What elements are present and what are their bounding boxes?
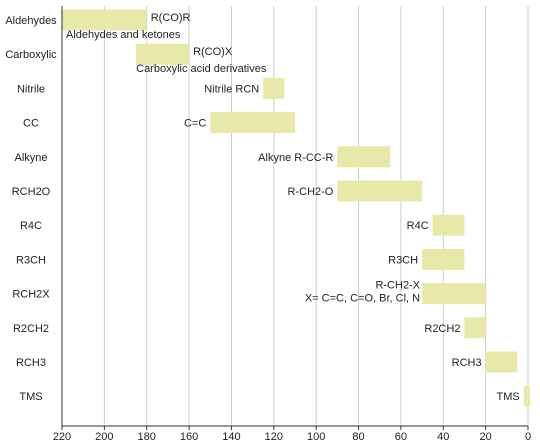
range-bar <box>62 9 147 31</box>
category-label: Aldehydes <box>5 15 57 27</box>
category-label: TMS <box>19 391 42 403</box>
x-tick-label: 80 <box>352 431 364 440</box>
category-labels: Aldehydes Carboxylic Nitrile CC Alkyne RCH2O R… <box>5 15 57 403</box>
x-tick-label: 40 <box>437 431 449 440</box>
x-tick-label: 160 <box>180 431 198 440</box>
range-bar <box>263 77 285 99</box>
bar-label: R3CH <box>388 254 418 266</box>
bar-label: R(CO)R <box>151 12 191 24</box>
category-label: Nitrile <box>17 83 45 95</box>
category-label: Carboxylic <box>5 49 57 61</box>
range-bar <box>210 112 295 134</box>
range-bar <box>485 351 518 373</box>
bar-label: Nitrile RCN <box>204 83 259 95</box>
category-label: RCH2X <box>12 289 50 301</box>
range-bars <box>62 9 531 407</box>
x-tick-label: 140 <box>222 431 240 440</box>
bar-label: R-CH2-X <box>375 280 420 292</box>
range-bar <box>523 385 531 407</box>
bar-label: R4C <box>407 220 429 232</box>
bar-label: R(CO)X <box>193 46 233 58</box>
bar-label: Alkyne R-CC-R <box>258 152 333 164</box>
range-bar <box>464 317 486 339</box>
category-label: R3CH <box>16 254 46 266</box>
category-label: CC <box>23 118 39 130</box>
range-bar <box>432 214 465 236</box>
range-bar <box>422 283 486 305</box>
bar-sublabel: X= C=C, C=O, Br, Cl, N <box>305 293 420 305</box>
category-label: RCH3 <box>16 357 46 369</box>
category-label: R2CH2 <box>13 323 49 335</box>
range-bar <box>136 43 190 65</box>
bar-label: RCH3 <box>452 357 482 369</box>
range-bar <box>422 248 465 270</box>
x-tick-label: 220 <box>53 431 71 440</box>
x-tick-label: 60 <box>395 431 407 440</box>
bar-label: TMS <box>497 391 520 403</box>
bar-sublabel: Carboxylic acid derivatives <box>136 63 267 75</box>
x-tick-label: 20 <box>480 431 492 440</box>
category-label: R4C <box>20 220 42 232</box>
x-axis: 220 200 180 160 140 120 100 80 60 40 20 0 <box>53 6 531 440</box>
bar-label: R-CH2-O <box>288 186 334 198</box>
x-tick-label: 0 <box>525 431 531 440</box>
bar-label: R2CH2 <box>424 323 460 335</box>
range-bar <box>337 180 423 202</box>
x-tick-label: 180 <box>138 431 156 440</box>
x-tick-label: 120 <box>265 431 283 440</box>
bar-labels: R(CO)R Aldehydes and ketones R(CO)X Carboxy… <box>66 12 520 403</box>
category-label: Alkyne <box>14 152 47 164</box>
range-bar <box>337 146 391 168</box>
x-tick-label: 100 <box>307 431 325 440</box>
bar-label: C=C <box>184 118 206 130</box>
x-tick-label: 200 <box>95 431 113 440</box>
category-label: RCH2O <box>12 186 51 198</box>
bar-sublabel: Aldehydes and ketones <box>66 29 181 41</box>
